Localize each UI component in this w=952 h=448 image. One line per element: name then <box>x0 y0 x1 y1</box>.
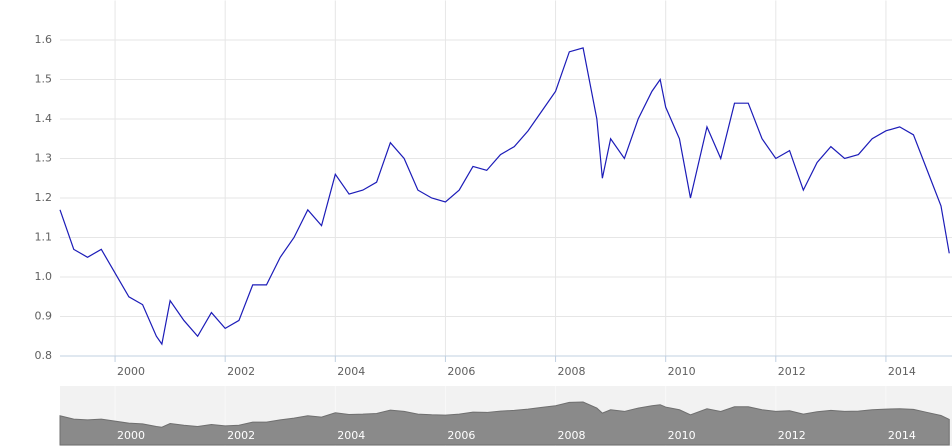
navigator-label: 2004 <box>337 429 365 442</box>
y-tick-label: 0.9 <box>35 310 53 323</box>
y-tick-label: 1.3 <box>35 152 53 165</box>
y-tick-label: 0.8 <box>35 349 53 362</box>
x-tick-label: 2004 <box>337 365 365 378</box>
x-tick-label: 2010 <box>668 365 696 378</box>
navigator-label: 2006 <box>447 429 475 442</box>
x-tick-label: 2012 <box>778 365 806 378</box>
x-tick-label: 2006 <box>447 365 475 378</box>
y-tick-label: 1.1 <box>35 231 53 244</box>
y-tick-label: 1.4 <box>35 112 53 125</box>
navigator-label: 2010 <box>668 429 696 442</box>
y-tick-label: 1.2 <box>35 191 53 204</box>
x-tick-label: 2002 <box>227 365 255 378</box>
series-line <box>59 47 950 346</box>
navigator-label: 2000 <box>117 429 145 442</box>
navigator-label: 2002 <box>227 429 255 442</box>
navigator-label: 2014 <box>888 429 916 442</box>
y-tick-label: 1.5 <box>35 73 53 86</box>
navigator-label: 2012 <box>778 429 806 442</box>
x-tick-label: 2008 <box>558 365 586 378</box>
y-tick-label: 1.6 <box>35 33 53 46</box>
y-tick-label: 1.0 <box>35 270 53 283</box>
navigator-label: 2008 <box>558 429 586 442</box>
x-tick-label: 2014 <box>888 365 916 378</box>
navigator-area <box>59 401 950 446</box>
x-tick-label: 2000 <box>117 365 145 378</box>
